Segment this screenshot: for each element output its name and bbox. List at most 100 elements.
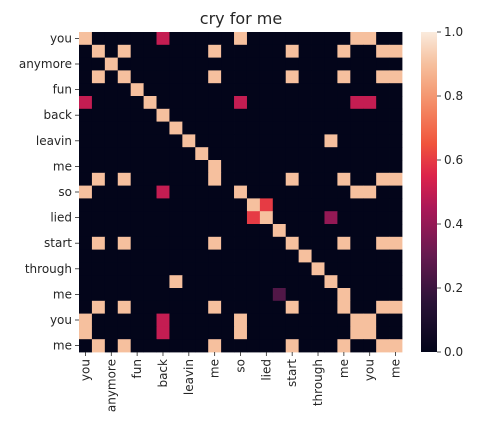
heatmap-cell xyxy=(376,339,390,353)
heatmap-cell xyxy=(169,83,183,97)
heatmap-cell xyxy=(259,70,274,84)
row-tick-label: anymore xyxy=(19,57,72,71)
heatmap-cell xyxy=(337,300,351,314)
heatmap-cell xyxy=(169,211,183,225)
heatmap-cell xyxy=(91,96,106,110)
heatmap-cell xyxy=(143,249,157,263)
heatmap-cell xyxy=(337,339,351,353)
heatmap-cell xyxy=(259,32,274,46)
heatmap-cell xyxy=(363,211,377,225)
heatmap-cell xyxy=(363,57,377,71)
heatmap-cell xyxy=(311,32,325,46)
heatmap-cell xyxy=(169,185,183,199)
heatmap-cell xyxy=(117,57,132,71)
heatmap-cell xyxy=(285,249,300,263)
row-tick-label: fun xyxy=(53,83,72,97)
heatmap-cell xyxy=(350,300,364,314)
heatmap-cell xyxy=(104,288,119,302)
heatmap-cell xyxy=(130,236,144,250)
heatmap-cell xyxy=(259,108,274,122)
heatmap-cell xyxy=(221,32,235,46)
heatmap-cell xyxy=(143,44,157,58)
heatmap-cell xyxy=(389,57,403,71)
heatmap-cell xyxy=(376,96,390,110)
heatmap-cell xyxy=(337,198,351,212)
heatmap-cell xyxy=(221,300,235,314)
heatmap-cell xyxy=(130,32,144,46)
heatmap-cell xyxy=(298,275,312,289)
heatmap-cell xyxy=(376,121,390,135)
heatmap-cell xyxy=(246,121,261,135)
heatmap-cell xyxy=(350,288,364,302)
heatmap-cell xyxy=(91,275,106,289)
heatmap-cell xyxy=(376,288,390,302)
heatmap-cell xyxy=(156,224,170,238)
heatmap-cell xyxy=(234,326,248,340)
heatmap-cell xyxy=(91,198,106,212)
heatmap-cell xyxy=(311,160,325,174)
heatmap-cell xyxy=(259,185,274,199)
heatmap-cell xyxy=(298,313,312,327)
heatmap-cell xyxy=(234,147,248,161)
heatmap-cell xyxy=(337,236,351,250)
heatmap-cell xyxy=(272,198,287,212)
heatmap-cell xyxy=(389,198,403,212)
heatmap-cell xyxy=(363,96,377,110)
heatmap-cell xyxy=(91,108,106,122)
heatmap-cell xyxy=(234,172,248,186)
heatmap-cell xyxy=(259,339,274,353)
heatmap-cell xyxy=(234,44,248,58)
heatmap-cell xyxy=(337,313,351,327)
heatmap-cell xyxy=(337,185,351,199)
heatmap-cell xyxy=(182,300,196,314)
heatmap-cell xyxy=(324,262,338,276)
heatmap-cell xyxy=(208,300,222,314)
heatmap-cell xyxy=(143,339,157,353)
heatmap-cell xyxy=(130,172,144,186)
heatmap-cell xyxy=(182,134,196,148)
heatmap-cell xyxy=(389,275,403,289)
heatmap-cell xyxy=(337,70,351,84)
heatmap-cell xyxy=(285,300,300,314)
heatmap-cell xyxy=(324,198,338,212)
column-tick-label: fun xyxy=(130,359,144,378)
heatmap-cell xyxy=(143,172,157,186)
heatmap-cell xyxy=(259,288,274,302)
row-tick-label: so xyxy=(58,185,72,199)
heatmap-cell xyxy=(259,96,274,110)
heatmap-cell xyxy=(246,57,261,71)
heatmap-cell xyxy=(285,70,300,84)
heatmap-cell xyxy=(208,108,222,122)
colorbar: 0.0 0.2 0.4 0.6 0.8 1.0 xyxy=(421,25,463,359)
heatmap-cell xyxy=(79,288,93,302)
heatmap-cell xyxy=(324,147,338,161)
heatmap-cell xyxy=(298,224,312,238)
heatmap-cell xyxy=(117,262,132,276)
heatmap-cell xyxy=(389,160,403,174)
heatmap-cell xyxy=(130,313,144,327)
heatmap-cell xyxy=(285,224,300,238)
heatmap-cell xyxy=(363,147,377,161)
heatmap-cell xyxy=(234,288,248,302)
heatmap-cell xyxy=(130,288,144,302)
heatmap-cell xyxy=(104,224,119,238)
heatmap-cell xyxy=(363,313,377,327)
heatmap-cell xyxy=(363,108,377,122)
heatmap-cell xyxy=(337,211,351,225)
heatmap-cell xyxy=(79,224,93,238)
heatmap-cell xyxy=(337,32,351,46)
heatmap-cell xyxy=(259,224,274,238)
heatmap-cell xyxy=(79,300,93,314)
heatmap-cell xyxy=(91,185,106,199)
heatmap-cell xyxy=(117,326,132,340)
colorbar-tick-label: 0.2 xyxy=(444,281,463,295)
heatmap-cell xyxy=(169,275,183,289)
heatmap-cell xyxy=(91,224,106,238)
heatmap-cell xyxy=(221,262,235,276)
heatmap-cell xyxy=(79,262,93,276)
heatmap-cell xyxy=(337,121,351,135)
heatmap-cell xyxy=(91,134,106,148)
heatmap-cell xyxy=(195,147,209,161)
heatmap-cell xyxy=(350,83,364,97)
